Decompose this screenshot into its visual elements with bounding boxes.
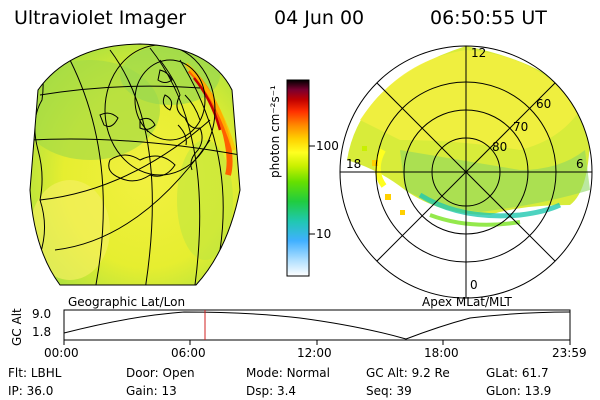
timeline-xtick-0000: 00:00 (44, 346, 79, 360)
info-glon: GLon: 13.9 (486, 384, 552, 398)
info-mode: Mode: Normal (246, 366, 330, 380)
mlat-label-60: 60 (536, 97, 552, 111)
mlt-label-0: 0 (470, 278, 478, 292)
info-glat: GLat: 61.7 (486, 366, 549, 380)
timeline-ylabel: GC Alt (10, 308, 24, 346)
info-flt: Flt: LBHL (8, 366, 62, 380)
mlat-label-70: 70 (513, 120, 529, 134)
polar-plot (339, 45, 593, 299)
right-panel-caption: Apex MLat/MLT (422, 295, 512, 309)
info-dsp: Dsp: 3.4 (246, 384, 297, 398)
timeline-ytick-low: 1.8 (32, 325, 52, 339)
time-label: 06:50:55 UT (430, 7, 547, 29)
info-seq: Seq: 39 (366, 384, 412, 398)
app-title: Ultraviolet Imager (14, 7, 187, 29)
timeline-xtick-1200: 12:00 (297, 346, 332, 360)
date-label: 04 Jun 00 (274, 7, 365, 29)
info-door: Door: Open (126, 366, 195, 380)
left-panel-caption: Geographic Lat/Lon (68, 295, 186, 309)
timeline-xtick-0600: 06:00 (171, 346, 206, 360)
colorbar-unit-label: photon cm⁻²s⁻¹ (268, 85, 282, 178)
mlt-label-12: 12 (471, 46, 487, 60)
mlt-label-6: 6 (576, 157, 584, 171)
info-ip: IP: 36.0 (8, 384, 54, 398)
colorbar-tick-100: 100 (316, 139, 339, 153)
mlt-label-18: 18 (346, 157, 362, 171)
timeline-xtick-1800: 18:00 (424, 346, 459, 360)
timeline-ytick-high: 9.0 (32, 307, 52, 321)
color-scale-bar (286, 79, 315, 277)
timeline-xtick-2359: 23:59 (552, 346, 587, 360)
geographic-map (29, 43, 241, 286)
colorbar-tick-10: 10 (316, 227, 332, 241)
info-gc-alt: GC Alt: 9.2 Re (366, 366, 450, 380)
mlat-label-80: 80 (492, 140, 508, 154)
altitude-timeline (63, 309, 571, 345)
info-gain: Gain: 13 (126, 384, 177, 398)
